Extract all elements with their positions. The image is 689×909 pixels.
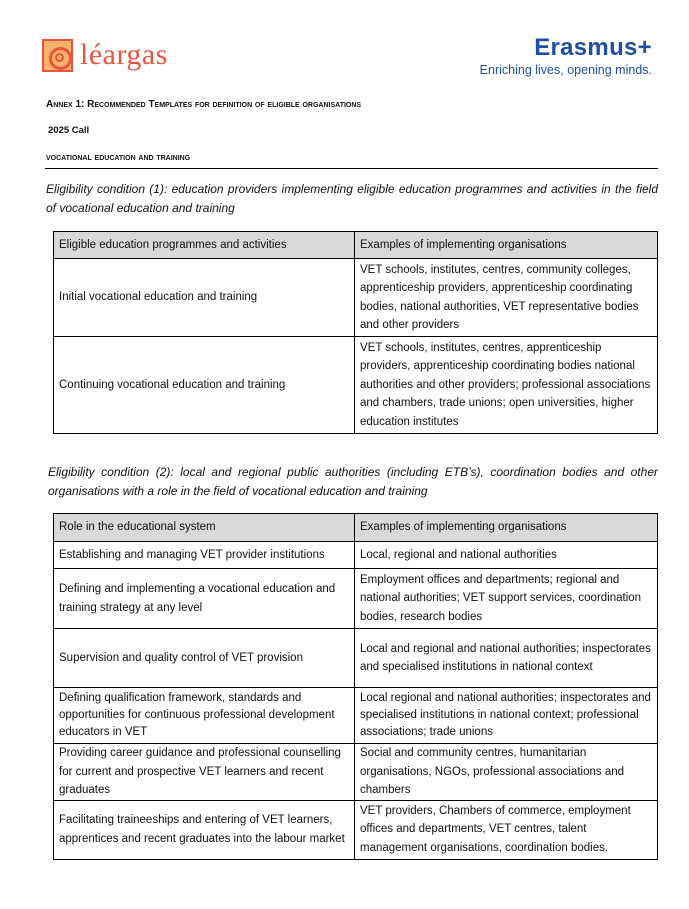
table-cell: Continuing vocational education and trai… [53,336,355,434]
section-title: Vocational education and training [46,152,190,163]
table-header: Eligible education programmes and activi… [53,231,355,259]
call-label: 2025 Call [48,125,90,136]
table-row: Supervision and quality control of VET p… [53,628,658,688]
table-eligible-programmes: Eligible education programmes and activi… [53,231,658,434]
section-title-text: Vocational education and training [46,152,191,163]
table-row: Providing career guidance and profession… [53,743,658,801]
table-cell: Facilitating traineeships and entering o… [53,799,355,860]
table-cell: Defining and implementing a vocational e… [53,568,355,629]
annex-title: Annex 1: Recommended Templates for defin… [46,99,362,110]
table-row: Defining qualification framework, standa… [53,687,658,744]
table-row: Initial vocational education and trainin… [53,258,658,337]
table-cell: Establishing and managing VET provider i… [53,541,355,569]
leargas-logo: léargas [42,38,168,72]
table-row: Facilitating traineeships and entering o… [53,799,658,860]
table-cell: Local regional and national authorities;… [354,687,658,744]
table-row: Defining and implementing a vocational e… [53,568,658,629]
table-row: Continuing vocational education and trai… [53,336,658,434]
table-cell: Local, regional and national authorities [354,541,658,569]
divider [45,168,658,169]
table-cell: Employment offices and departments; regi… [354,568,658,629]
table-cell: Supervision and quality control of VET p… [53,628,355,688]
table-header-row: Role in the educational system Examples … [53,513,658,542]
table-header: Examples of implementing organisations [354,231,658,259]
table-cell: VET schools, institutes, centres, commun… [354,258,658,337]
table-header: Role in the educational system [53,513,355,542]
erasmus-logo: Erasmus+ Enriching lives, opening minds. [480,34,652,77]
leargas-logo-icon [42,38,73,72]
eligibility-condition-2: Eligibility condition (2): local and reg… [48,465,658,498]
table-cell: Providing career guidance and profession… [53,743,355,801]
table-cell: Social and community centres, humanitari… [354,743,658,801]
erasmus-tagline: Enriching lives, opening minds. [479,63,652,77]
table-cell: Initial vocational education and trainin… [53,258,355,337]
leargas-logo-text: léargas [80,38,168,71]
erasmus-title: Erasmus+ [534,34,652,61]
table-row: Establishing and managing VET provider i… [53,541,658,569]
table-cell: Defining qualification framework, standa… [53,687,355,744]
table-header-row: Eligible education programmes and activi… [53,231,658,259]
table-cell: Local and regional and national authorit… [354,628,658,688]
table-cell: VET schools, institutes, centres, appren… [354,336,658,434]
table-header: Examples of implementing organisations [354,513,658,542]
table-roles: Role in the educational system Examples … [53,513,658,860]
eligibility-condition-1: Eligibility condition (1): education pro… [46,182,658,215]
table-cell: VET providers, Chambers of commerce, emp… [354,799,658,860]
